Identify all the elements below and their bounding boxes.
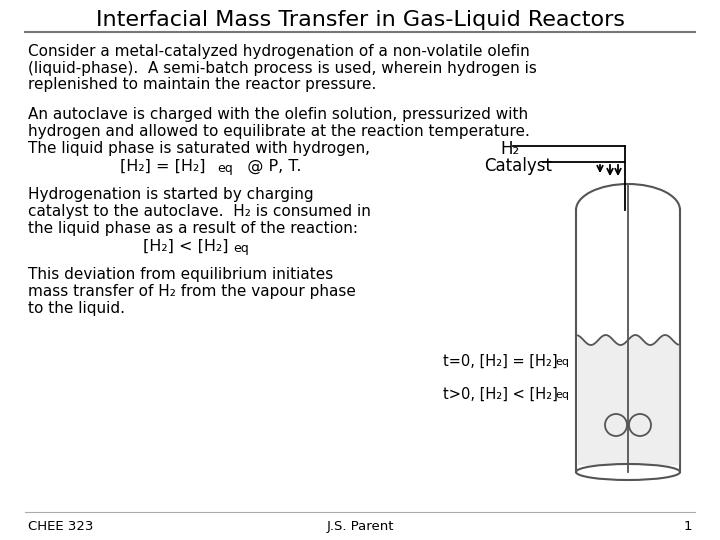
Text: the liquid phase as a result of the reaction:: the liquid phase as a result of the reac… <box>28 220 358 235</box>
Text: eq: eq <box>555 357 569 367</box>
Text: J.S. Parent: J.S. Parent <box>326 520 394 533</box>
Text: mass transfer of H₂ from the vapour phase: mass transfer of H₂ from the vapour phas… <box>28 284 356 299</box>
Text: to the liquid.: to the liquid. <box>28 300 125 315</box>
Text: (liquid-phase).  A semi-batch process is used, wherein hydrogen is: (liquid-phase). A semi-batch process is … <box>28 60 537 76</box>
Ellipse shape <box>576 464 680 480</box>
Text: [H₂] = [H₂]: [H₂] = [H₂] <box>120 159 205 174</box>
Text: Interfacial Mass Transfer in Gas-Liquid Reactors: Interfacial Mass Transfer in Gas-Liquid … <box>96 10 624 30</box>
Text: eq: eq <box>217 162 233 175</box>
Text: eq: eq <box>555 389 569 400</box>
Text: Catalyst: Catalyst <box>484 157 552 175</box>
Text: An autoclave is charged with the olefin solution, pressurized with: An autoclave is charged with the olefin … <box>28 107 528 123</box>
Text: t=0, [H₂] = [H₂]: t=0, [H₂] = [H₂] <box>443 354 557 369</box>
Text: replenished to maintain the reactor pressure.: replenished to maintain the reactor pres… <box>28 77 377 92</box>
Text: H₂: H₂ <box>500 140 519 159</box>
Text: This deviation from equilibrium initiates: This deviation from equilibrium initiate… <box>28 267 333 282</box>
Text: 1: 1 <box>683 520 692 533</box>
Text: Hydrogenation is started by charging: Hydrogenation is started by charging <box>28 187 314 202</box>
Text: hydrogen and allowed to equilibrate at the reaction temperature.: hydrogen and allowed to equilibrate at t… <box>28 124 530 139</box>
Text: catalyst to the autoclave.  H₂ is consumed in: catalyst to the autoclave. H₂ is consume… <box>28 204 371 219</box>
Text: t>0, [H₂] < [H₂]: t>0, [H₂] < [H₂] <box>443 387 558 402</box>
Text: [H₂] < [H₂]: [H₂] < [H₂] <box>143 239 228 254</box>
Text: eq: eq <box>233 242 248 255</box>
Text: CHEE 323: CHEE 323 <box>28 520 94 533</box>
Text: @ P, T.: @ P, T. <box>232 159 302 174</box>
Text: Consider a metal-catalyzed hydrogenation of a non-volatile olefin: Consider a metal-catalyzed hydrogenation… <box>28 44 530 59</box>
Text: The liquid phase is saturated with hydrogen,: The liquid phase is saturated with hydro… <box>28 140 370 156</box>
